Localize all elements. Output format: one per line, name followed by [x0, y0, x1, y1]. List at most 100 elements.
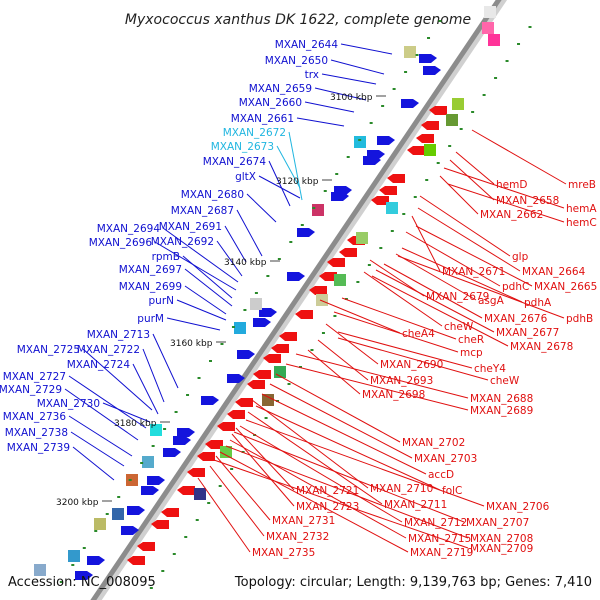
left-gene-label: MXAN_2673 — [211, 141, 274, 153]
kbp-label: 3200 kbp — [56, 498, 99, 508]
gene-tick — [438, 20, 442, 22]
genome-title: Myxococcus xanthus DK 1622, complete gen… — [125, 12, 471, 28]
kbp-label: 3100 kbp — [330, 93, 373, 103]
gene-tick — [494, 77, 498, 79]
leader-line — [443, 167, 565, 209]
feature-block — [150, 424, 162, 436]
gene-tick — [333, 315, 337, 317]
feature-block — [250, 298, 262, 310]
gene-tick — [105, 513, 109, 515]
reverse-gene-arrow — [421, 121, 439, 130]
gene-tick — [254, 292, 258, 294]
right-gene-label: MXAN_2688 — [470, 393, 533, 405]
feature-block — [34, 564, 46, 576]
leader-line — [333, 311, 459, 353]
leader-line — [225, 445, 469, 539]
gene-tick — [184, 536, 188, 538]
gene-tick — [299, 366, 302, 368]
leader-line — [337, 337, 489, 381]
forward-gene-arrow — [259, 308, 277, 317]
right-gene-label: glp — [512, 251, 529, 263]
leader-line — [405, 231, 501, 287]
gene-tick — [425, 179, 429, 181]
leader-line — [152, 333, 179, 389]
leader-line — [245, 419, 485, 507]
feature-block — [142, 456, 154, 468]
right-gene-label: MXAN_2702 — [402, 437, 465, 449]
right-gene-label: MXAN_2721 — [296, 485, 359, 497]
leader-line — [295, 353, 469, 399]
right-gene-label: cheA4 — [402, 328, 435, 340]
reverse-gene-arrow — [161, 508, 179, 517]
reverse-gene-arrow — [205, 440, 223, 449]
right-gene-label: pdhB — [566, 313, 593, 325]
leader-line — [64, 388, 139, 441]
gene-tick — [505, 60, 509, 62]
leader-line — [231, 433, 295, 507]
left-gene-label: MXAN_2692 — [151, 236, 214, 248]
right-gene-label: MXAN_2679 — [426, 291, 489, 303]
gene-tick — [277, 258, 281, 260]
feature-block — [356, 232, 368, 244]
gene-tick — [367, 264, 371, 266]
left-gene-label: MXAN_2672 — [223, 127, 286, 139]
right-gene-label: MXAN_2735 — [252, 547, 315, 559]
left-gene-label: MXAN_2661 — [231, 113, 294, 125]
feature-block — [482, 22, 494, 34]
left-gene-label: MXAN_2713 — [87, 329, 150, 341]
forward-gene-arrow — [201, 396, 219, 405]
gene-tick — [427, 37, 431, 39]
gene-tick — [358, 139, 362, 141]
right-gene-label: MXAN_2671 — [442, 266, 505, 278]
accession-text: Accession: NC_008095 — [8, 575, 156, 590]
forward-gene-arrow — [237, 350, 255, 359]
gene-tick — [448, 145, 452, 147]
left-gene-label: MXAN_2674 — [203, 156, 267, 168]
gene-tick — [346, 156, 350, 158]
feature-block — [316, 294, 328, 306]
left-gene-label: MXAN_2650 — [265, 55, 328, 67]
right-gene-label: MXAN_2715 — [408, 533, 471, 545]
feature-block — [262, 394, 274, 406]
leader-line — [70, 431, 125, 467]
gene-tick — [264, 417, 268, 419]
left-gene-label: MXAN_2738 — [5, 427, 68, 439]
right-gene-label: cheY4 — [474, 363, 506, 375]
forward-gene-arrow — [177, 428, 195, 437]
forward-gene-arrow — [423, 66, 441, 75]
gene-tick — [323, 190, 327, 192]
right-gene-label: MXAN_2676 — [484, 313, 548, 325]
forward-gene-arrow — [173, 436, 191, 445]
right-gene-label: cheW — [490, 375, 520, 387]
leader-line — [236, 209, 263, 257]
kbp-scale: 3100 kbp 3120 kbp 3140 kbp 3160 kbp 3180 kbp… — [56, 93, 386, 508]
gene-tick — [59, 581, 63, 583]
left-gene-label: MXAN_2697 — [119, 264, 182, 276]
right-gene-label: MXAN_2731 — [272, 515, 335, 527]
left-gene-label: MXAN_2722 — [77, 344, 140, 356]
left-gene-label: trx — [305, 69, 319, 81]
gene-tick — [344, 298, 348, 300]
reverse-gene-arrow — [227, 410, 245, 419]
right-gene-label: MXAN_2690 — [380, 359, 443, 371]
right-gene-label: MXAN_2712 — [404, 517, 467, 529]
feature-block — [484, 6, 496, 18]
leader-line — [401, 247, 523, 303]
leader-line — [255, 405, 441, 491]
forward-gene-arrow — [163, 448, 181, 457]
right-gene-label: mcp — [460, 347, 483, 359]
leader-line — [197, 477, 251, 553]
right-gene-label: MXAN_2707 — [466, 517, 529, 529]
leader-line — [455, 151, 495, 185]
reverse-gene-arrow — [177, 486, 195, 495]
forward-gene-arrow — [141, 486, 159, 495]
gene-tick — [413, 196, 417, 198]
gene-tick — [163, 428, 167, 430]
left-gene-label: MXAN_2696 — [89, 237, 153, 249]
left-gene-label: gltX — [235, 171, 256, 183]
leader-line — [239, 425, 403, 523]
left-gene-label: MXAN_2699 — [119, 281, 182, 293]
leader-line — [325, 323, 379, 365]
leader-line — [154, 241, 237, 291]
